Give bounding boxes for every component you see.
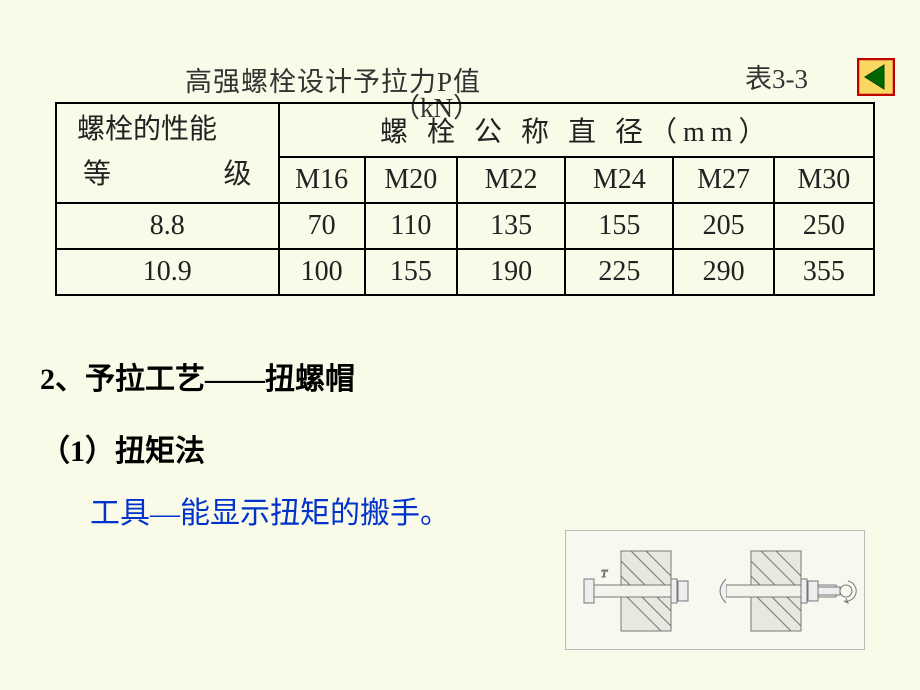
section-heading-2: 2、予拉工艺——扭螺帽: [40, 354, 880, 398]
grade-cell: 8.8: [56, 203, 279, 249]
value-cell: 250: [774, 203, 874, 249]
table-row: 8.8 70 110 135 155 205 250: [56, 203, 874, 249]
value-cell: 225: [565, 249, 673, 295]
value-cell: 355: [774, 249, 874, 295]
col-M30: M30: [774, 157, 874, 203]
table-wrap: 螺栓的性能 等 级 螺 栓 公 称 直 径（mm） M16 M20 M22 M2…: [55, 102, 882, 296]
value-cell: 205: [673, 203, 773, 249]
value-cell: 155: [565, 203, 673, 249]
col-M20: M20: [365, 157, 457, 203]
svg-text:T: T: [601, 568, 608, 580]
value-cell: 110: [365, 203, 457, 249]
table-header-row-1: 螺栓的性能 等 级 螺 栓 公 称 直 径（mm）: [56, 103, 874, 157]
col-header-title: 螺 栓 公 称 直 径（mm）: [279, 103, 874, 157]
row-header-line2: 等 级: [65, 153, 270, 198]
value-cell: 190: [457, 249, 565, 295]
row-header-title: 螺栓的性能 等 级: [56, 103, 279, 203]
table-number-label: 表3-3: [745, 57, 808, 96]
col-M22: M22: [457, 157, 565, 203]
value-cell: 70: [279, 203, 365, 249]
bolt-table: 螺栓的性能 等 级 螺 栓 公 称 直 径（mm） M16 M20 M22 M2…: [55, 102, 875, 296]
grade-cell: 10.9: [56, 249, 279, 295]
slide: 高强螺栓设计予拉力P值 表3-3 （kN） 螺栓的性能 等 级 螺 栓 公 称 …: [0, 0, 920, 690]
col-M16: M16: [279, 157, 365, 203]
subsection-heading-1: （1）扭矩法: [40, 426, 880, 470]
body-text: 工具—能显示扭矩的搬手。: [90, 488, 880, 532]
value-cell: 135: [457, 203, 565, 249]
col-M27: M27: [673, 157, 773, 203]
value-cell: 100: [279, 249, 365, 295]
value-cell: 155: [365, 249, 457, 295]
bolt-diagram-figure: T: [565, 530, 865, 650]
table-row: 10.9 100 155 190 225 290 355: [56, 249, 874, 295]
col-M24: M24: [565, 157, 673, 203]
text-section: 2、予拉工艺——扭螺帽 （1）扭矩法 工具—能显示扭矩的搬手。: [0, 354, 920, 532]
row-header-line1: 螺栓的性能: [65, 108, 270, 153]
value-cell: 290: [673, 249, 773, 295]
